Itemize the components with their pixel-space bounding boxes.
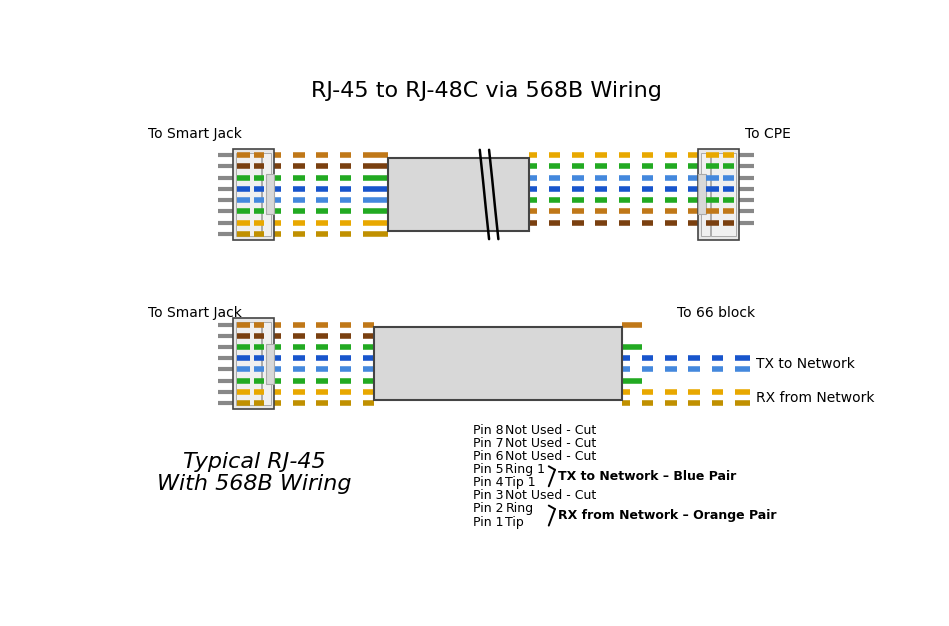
Bar (701, 153, 710, 236)
Text: Not Used - Cut: Not Used - Cut (506, 450, 597, 463)
Text: RJ-45 to RJ-48C via 568B Wiring: RJ-45 to RJ-48C via 568B Wiring (310, 81, 661, 101)
Text: Pin 1: Pin 1 (473, 516, 503, 528)
Text: With 568B Wiring: With 568B Wiring (157, 474, 351, 494)
Bar (698, 175, 706, 215)
Bar (266, 175, 273, 215)
Text: To 66 block: To 66 block (677, 306, 754, 320)
Bar (236, 322, 261, 406)
Text: Ring: Ring (506, 503, 533, 515)
Text: Pin 6: Pin 6 (473, 450, 503, 463)
Text: RX from Network – Orange Pair: RX from Network – Orange Pair (558, 509, 776, 522)
Bar (374, 327, 623, 401)
Text: Pin 4: Pin 4 (473, 476, 503, 490)
Text: Tip: Tip (506, 516, 524, 528)
Bar (388, 158, 530, 231)
Text: Pin 3: Pin 3 (473, 490, 503, 503)
Text: Tip 1: Tip 1 (506, 476, 536, 490)
Bar (712, 153, 735, 236)
Bar (262, 322, 270, 406)
Text: Pin 5: Pin 5 (473, 463, 503, 476)
Bar (262, 153, 270, 236)
Text: Typical RJ-45: Typical RJ-45 (183, 453, 326, 473)
Text: Not Used - Cut: Not Used - Cut (506, 424, 597, 437)
Text: Ring 1: Ring 1 (506, 463, 546, 476)
Text: Not Used - Cut: Not Used - Cut (506, 437, 597, 450)
Text: Not Used - Cut: Not Used - Cut (506, 490, 597, 503)
Text: Pin 8: Pin 8 (473, 424, 503, 437)
Text: TX to Network: TX to Network (756, 357, 855, 371)
Text: To Smart Jack: To Smart Jack (148, 128, 242, 141)
Text: To Smart Jack: To Smart Jack (148, 306, 242, 320)
Bar (233, 149, 273, 240)
Text: Pin 2: Pin 2 (473, 503, 503, 515)
Bar (236, 153, 261, 236)
Text: RX from Network: RX from Network (756, 391, 875, 404)
Bar (233, 319, 273, 409)
Text: To CPE: To CPE (745, 128, 791, 141)
Text: TX to Network – Blue Pair: TX to Network – Blue Pair (558, 470, 736, 483)
Text: Pin 7: Pin 7 (473, 437, 503, 450)
Bar (266, 344, 273, 384)
Bar (698, 149, 738, 240)
